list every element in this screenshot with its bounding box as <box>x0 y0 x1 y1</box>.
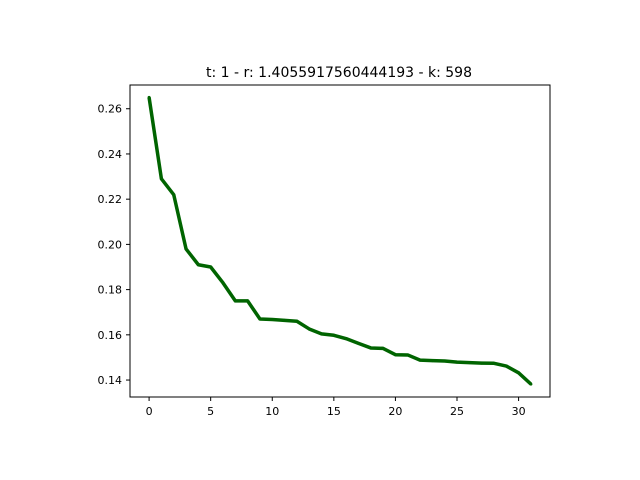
x-tick-label: 5 <box>207 405 214 418</box>
data-point <box>356 341 360 345</box>
data-point <box>369 346 373 350</box>
series-layer <box>147 95 533 386</box>
y-tick-label: 0.26 <box>98 103 123 116</box>
data-point <box>467 361 471 365</box>
data-point <box>455 360 459 364</box>
data-point <box>492 361 496 365</box>
data-point <box>295 319 299 323</box>
x-tick-label: 25 <box>450 405 464 418</box>
data-point <box>307 327 311 331</box>
x-tick-label: 15 <box>327 405 341 418</box>
data-point <box>233 299 237 303</box>
data-point <box>480 361 484 365</box>
data-point <box>517 371 521 375</box>
data-point <box>172 193 176 197</box>
y-tick-label: 0.22 <box>98 193 123 206</box>
y-tick-label: 0.14 <box>98 374 123 387</box>
y-tick-label: 0.24 <box>98 148 123 161</box>
data-point <box>320 332 324 336</box>
data-point <box>529 382 533 386</box>
series-line <box>147 97 533 386</box>
y-tick-label: 0.20 <box>98 238 123 251</box>
data-point <box>430 359 434 363</box>
data-point <box>159 177 163 181</box>
x-tick-label: 30 <box>512 405 526 418</box>
x-tick-label: 20 <box>388 405 402 418</box>
plot-frame <box>129 84 551 398</box>
x-tick-label: 0 <box>146 405 153 418</box>
data-point <box>393 353 397 357</box>
data-point <box>147 95 151 99</box>
y-axis: 0.14 0.16 0.18 0.20 0.22 0.24 0.26 <box>98 103 130 387</box>
data-point <box>184 247 188 251</box>
data-point <box>196 263 200 267</box>
x-axis: 0 5 10 15 20 25 30 <box>146 397 526 418</box>
data-point <box>443 359 447 363</box>
data-point <box>246 299 250 303</box>
data-point <box>406 353 410 357</box>
y-tick-label: 0.16 <box>98 329 123 342</box>
data-point <box>504 364 508 368</box>
data-point <box>221 281 225 285</box>
data-point <box>332 333 336 337</box>
data-point <box>418 358 422 362</box>
data-point <box>381 346 385 350</box>
data-point <box>209 265 213 269</box>
x-tick-label: 10 <box>265 405 279 418</box>
data-point <box>258 317 262 321</box>
data-point <box>283 318 287 322</box>
data-point <box>344 337 348 341</box>
y-tick-label: 0.18 <box>98 284 123 297</box>
data-point <box>270 317 274 321</box>
chart-title: t: 1 - r: 1.4055917560444193 - k: 598 <box>206 65 472 81</box>
